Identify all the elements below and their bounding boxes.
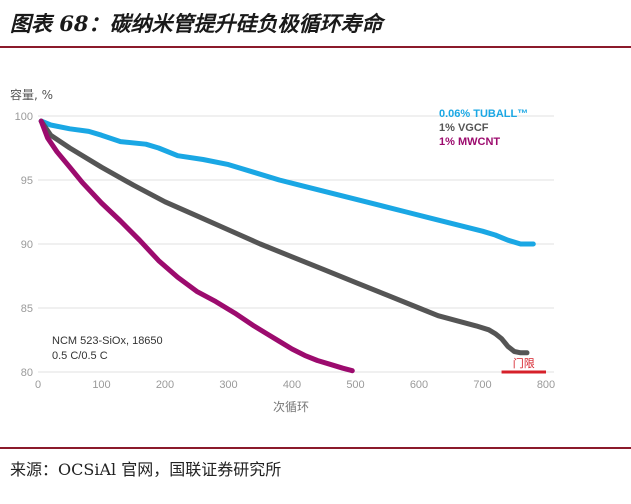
x-tick-label: 400 (283, 379, 301, 391)
x-tick-label: 800 (537, 379, 555, 391)
threshold-group: 门限 (501, 356, 546, 374)
x-tick-labels: 0 100 200 300 400 500 600 700 800 (35, 379, 555, 391)
gridlines (38, 115, 554, 373)
source-rule (0, 447, 631, 449)
series-line-2 (38, 118, 355, 374)
legend-entry-1: 1% VGCF (439, 122, 489, 134)
x-tick-label: 100 (92, 379, 110, 391)
figure-title: 图表 68：碳纳米管提升硅负极循环寿命 (10, 11, 383, 36)
y-tick-labels: 80 85 90 95 100 (15, 111, 33, 379)
title-rule (0, 46, 631, 48)
series-line-0 (38, 118, 536, 247)
x-tick-label: 600 (410, 379, 428, 391)
y-tick-label: 80 (21, 367, 33, 379)
source-note: 来源：OCSiAl 官网，国联证券研究所 (10, 460, 282, 479)
legend-entry-0: 0.06% TUBALL™ (439, 108, 528, 120)
x-tick-label: 200 (156, 379, 174, 391)
y-tick-label: 95 (21, 175, 33, 187)
x-tick-label: 500 (346, 379, 364, 391)
y-axis-title: 容量, % (10, 87, 53, 102)
series-lines (38, 118, 536, 374)
y-tick-label: 100 (15, 111, 33, 123)
threshold-label: 门限 (513, 356, 535, 370)
y-tick-label: 85 (21, 303, 33, 315)
chart-note-rate: 0.5 C/0.5 C (52, 350, 108, 362)
chart-note-cell: NCM 523-SiOx, 18650 (52, 335, 163, 347)
x-tick-label: 300 (219, 379, 237, 391)
legend-entry-2: 1% MWCNT (439, 136, 500, 148)
legend: 0.06% TUBALL™ 1% VGCF 1% MWCNT (439, 108, 528, 148)
x-tick-label: 700 (473, 379, 491, 391)
x-axis-title: 次循环 (273, 400, 309, 414)
series-line-1 (38, 118, 530, 356)
y-tick-label: 90 (21, 239, 33, 251)
x-tick-label: 0 (35, 379, 41, 391)
